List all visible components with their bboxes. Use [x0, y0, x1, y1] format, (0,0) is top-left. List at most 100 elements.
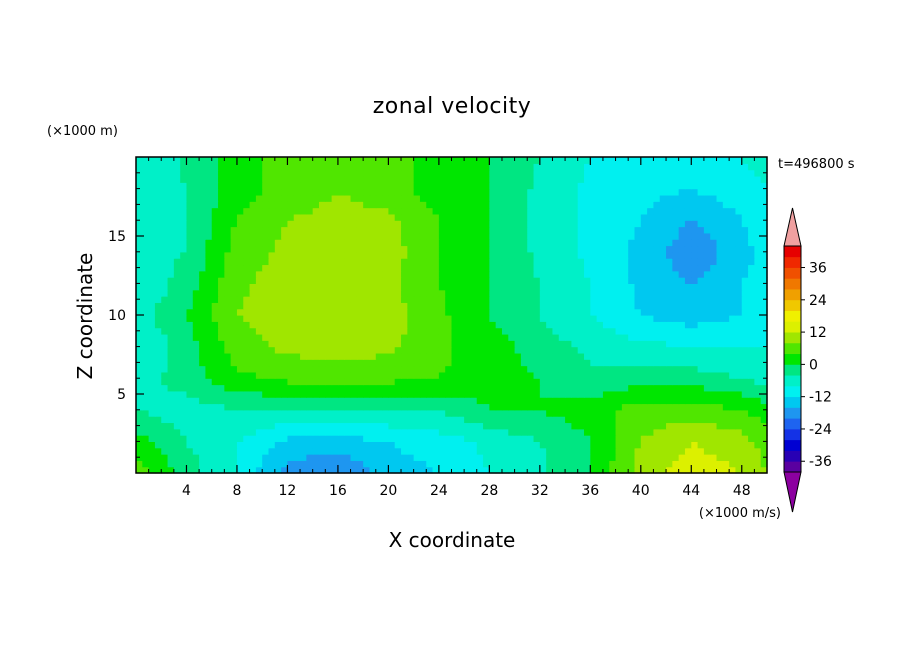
- contour-cell: [382, 188, 389, 196]
- contour-cell: [161, 182, 169, 190]
- contour-cell: [710, 169, 718, 177]
- contour-cell: [438, 289, 446, 297]
- contour-cell: [710, 365, 718, 373]
- contour-cell: [634, 340, 642, 348]
- contour-cell: [470, 422, 478, 430]
- contour-cell: [312, 371, 320, 379]
- contour-cell: [470, 302, 478, 310]
- contour-cell: [577, 352, 585, 360]
- contour-cell: [350, 289, 358, 297]
- contour-cell: [501, 460, 509, 468]
- contour-cell: [590, 403, 598, 411]
- contour-cell: [640, 447, 648, 455]
- contour-cell: [584, 352, 591, 360]
- contour-cell: [527, 213, 535, 221]
- contour-cell: [565, 454, 572, 461]
- contour-cell: [659, 264, 667, 272]
- contour-cell: [546, 270, 554, 278]
- contour-cell: [647, 397, 655, 405]
- contour-cell: [678, 346, 686, 354]
- contour-cell: [691, 454, 699, 461]
- contour-cell: [154, 359, 162, 367]
- contour-cell: [274, 169, 282, 177]
- contour-cell: [565, 327, 572, 335]
- contour-cell: [167, 232, 175, 240]
- contour-cell: [565, 239, 572, 247]
- contour-cell: [274, 321, 282, 329]
- contour-cell: [161, 270, 169, 278]
- contour-cell: [224, 409, 232, 417]
- contour-cell: [262, 157, 270, 164]
- contour-cell: [331, 315, 339, 322]
- contour-cell: [558, 435, 566, 442]
- contour-cell: [337, 428, 345, 436]
- contour-cell: [558, 466, 566, 474]
- contour-cell: [356, 289, 364, 297]
- contour-cell: [293, 308, 301, 316]
- contour-cell: [445, 163, 453, 171]
- contour-cell: [318, 416, 326, 424]
- contour-cell: [470, 270, 478, 278]
- contour-cell: [470, 409, 478, 417]
- contour-cell: [621, 201, 629, 209]
- contour-cell: [173, 428, 181, 436]
- contour-cell: [691, 296, 699, 303]
- contour-cell: [457, 201, 465, 209]
- contour-cell: [628, 403, 636, 411]
- contour-cell: [539, 352, 547, 360]
- contour-cell: [382, 175, 389, 183]
- contour-cell: [274, 371, 282, 379]
- contour-cell: [722, 251, 730, 259]
- contour-cell: [470, 315, 478, 322]
- contour-cell: [659, 289, 667, 297]
- contour-cell: [697, 321, 705, 329]
- contour-cell: [672, 416, 680, 424]
- contour-cell: [615, 409, 623, 417]
- contour-cell: [634, 175, 642, 183]
- contour-cell: [363, 188, 371, 196]
- contour-cell: [350, 327, 358, 335]
- contour-cell: [678, 264, 686, 272]
- contour-cell: [161, 340, 169, 348]
- contour-cell: [413, 270, 421, 278]
- contour-cell: [483, 201, 490, 209]
- contour-cell: [552, 384, 560, 392]
- contour-cell: [167, 188, 175, 196]
- contour-cell: [703, 315, 711, 322]
- contour-cell: [192, 428, 200, 436]
- contour-cell: [489, 333, 497, 341]
- contour-cell: [520, 321, 528, 329]
- contour-cell: [331, 435, 339, 442]
- contour-cell: [255, 232, 263, 240]
- contour-cell: [199, 428, 207, 436]
- contour-cell: [293, 403, 301, 411]
- contour-cell: [331, 397, 339, 405]
- contour-cell: [520, 416, 528, 424]
- contour-cell: [716, 371, 724, 379]
- contour-cell: [230, 270, 238, 278]
- contour-cell: [678, 226, 686, 234]
- contour-cell: [653, 466, 661, 474]
- contour-cell: [262, 365, 270, 373]
- contour-cell: [154, 403, 162, 411]
- contour-cell: [331, 359, 339, 367]
- contour-cell: [432, 422, 440, 430]
- contour-cell: [445, 359, 453, 367]
- contour-cell: [186, 258, 194, 266]
- contour-cell: [508, 182, 516, 190]
- contour-cell: [735, 327, 743, 335]
- contour-cell: [577, 371, 585, 379]
- contour-cell: [407, 352, 415, 360]
- contour-cell: [438, 264, 446, 272]
- contour-cell: [401, 277, 408, 284]
- contour-cell: [350, 397, 358, 405]
- contour-cell: [697, 447, 705, 455]
- contour-cell: [344, 371, 352, 379]
- contour-cell: [596, 340, 604, 348]
- contour-cell: [590, 371, 598, 379]
- contour-cell: [356, 277, 364, 284]
- contour-cell: [344, 352, 352, 360]
- contour-cell: [148, 454, 156, 461]
- contour-cell: [199, 327, 207, 335]
- contour-cell: [287, 201, 295, 209]
